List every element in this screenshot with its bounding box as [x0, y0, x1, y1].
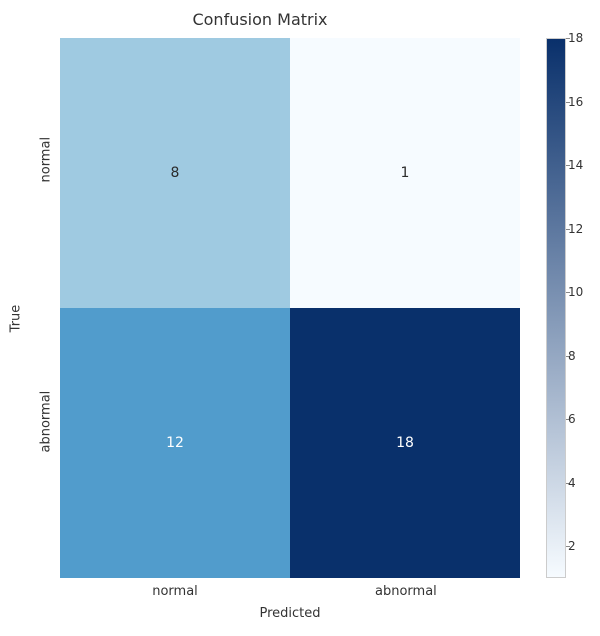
heatmap-grid: 811218: [60, 38, 520, 578]
colorbar: 24681012141618: [546, 38, 566, 578]
heatmap-cell: 8: [60, 38, 290, 308]
colorbar-gradient: [546, 38, 566, 578]
colorbar-tick: 8: [568, 349, 576, 363]
colorbar-tick: 4: [568, 476, 576, 490]
colorbar-tick: 14: [568, 158, 583, 172]
colorbar-tick: 16: [568, 95, 583, 109]
confusion-matrix-figure: Confusion Matrix True 811218 normal abno…: [0, 0, 600, 636]
xtick-normal: normal: [145, 584, 205, 599]
ytick-abnormal: abnormal: [39, 433, 54, 453]
colorbar-tick: 2: [568, 539, 576, 553]
heatmap-plot-area: 811218: [60, 38, 520, 578]
colorbar-tick: 12: [568, 222, 583, 236]
chart-title: Confusion Matrix: [0, 10, 520, 29]
colorbar-tick: 6: [568, 412, 576, 426]
heatmap-cell: 18: [290, 308, 520, 578]
x-axis-label: Predicted: [60, 606, 520, 621]
y-axis-label: True: [6, 0, 26, 636]
ytick-normal: normal: [39, 163, 54, 183]
heatmap-cell: 12: [60, 308, 290, 578]
colorbar-tick: 10: [568, 285, 583, 299]
heatmap-cell: 1: [290, 38, 520, 308]
xtick-abnormal: abnormal: [375, 584, 435, 599]
colorbar-tick: 18: [568, 31, 583, 45]
